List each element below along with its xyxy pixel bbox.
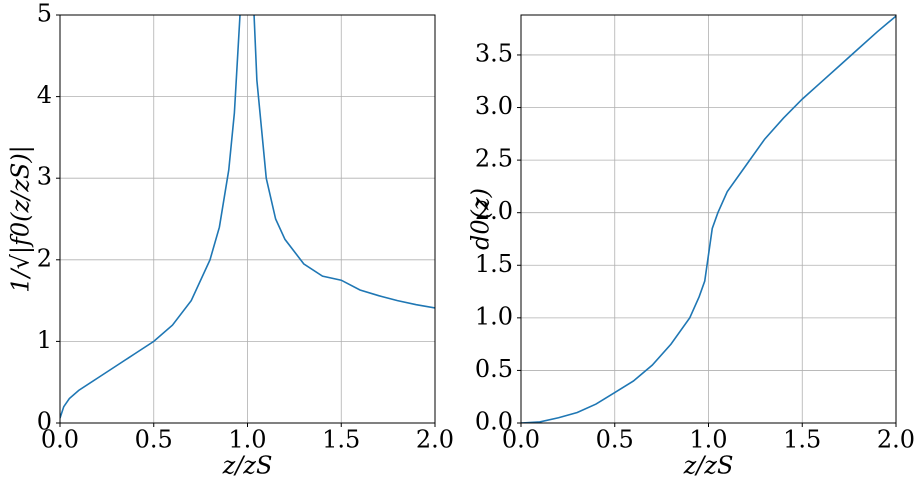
y-tick-label: 1.0 [475,302,513,330]
y-tick-label: 4 [37,81,52,109]
y-tick-label: 2.0 [475,197,513,225]
y-tick-label: 3.5 [475,39,513,67]
x-tick-label: 1.0 [228,426,266,454]
y-tick-label: 0.0 [475,408,513,436]
y-tick-label: 1 [37,326,52,354]
x-tick-label: 1.0 [689,426,727,454]
y-tick-label: 0 [37,408,52,436]
axes-frame [520,14,897,424]
axes-frame [59,14,436,424]
y-axis-label: d0(z) [467,188,495,250]
y-tick-label: 3 [37,163,52,191]
x-tick-label: 2.0 [416,426,454,454]
x-tick-label: 0.5 [596,426,634,454]
y-tick-label: 2.5 [475,145,513,173]
x-tick-label: 2.0 [877,426,915,454]
y-tick-label: 1.5 [475,250,513,278]
y-tick-label: 5 [37,0,52,28]
y-axis-label: 1/√|f0(z/zS)| [7,145,36,293]
y-tick-label: 2 [37,244,52,272]
x-tick-label: 1.5 [783,426,821,454]
line-series [60,15,435,419]
x-tick-label: 0.5 [135,426,173,454]
y-tick-label: 3.0 [475,92,513,120]
x-axis-label: z/zS [222,452,273,480]
x-tick-label: 0.0 [502,426,540,454]
x-tick-label: 0.0 [41,426,79,454]
x-tick-label: 1.5 [322,426,360,454]
line-series [521,15,896,423]
y-tick-label: 0.5 [475,355,513,383]
x-axis-label: z/zS [683,452,734,480]
